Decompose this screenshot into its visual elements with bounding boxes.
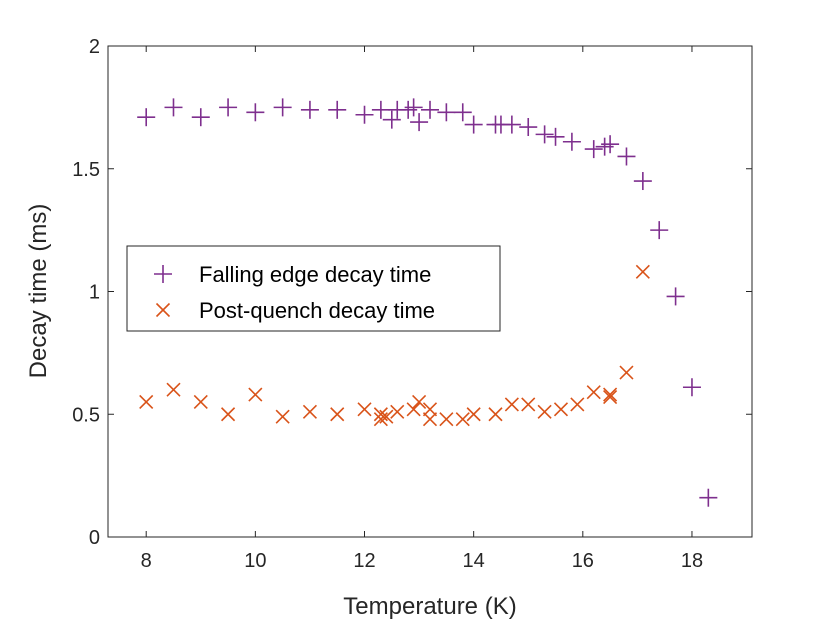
data-point-falling-edge — [410, 113, 429, 132]
legend-marker-x — [155, 302, 171, 318]
data-point-post-quench — [139, 394, 154, 410]
data-point-post-quench — [537, 404, 552, 419]
data-point-falling-edge — [617, 147, 636, 166]
data-point-falling-edge — [464, 115, 483, 134]
y-tick-label: 0 — [89, 527, 100, 549]
plot-frame — [107, 45, 753, 538]
data-point-post-quench — [379, 409, 394, 424]
data-point-falling-edge — [382, 110, 401, 129]
data-point-post-quench — [275, 409, 290, 424]
axis-ticks: 8 10 12 14 16 18 0 0.5 1 1.5 2 — [72, 36, 752, 572]
data-point-post-quench — [603, 389, 618, 405]
data-point-falling-edge — [535, 125, 554, 144]
y-tick-label: 1 — [89, 282, 100, 304]
data-point-post-quench — [504, 397, 519, 412]
data-point-post-quench — [193, 394, 208, 410]
legend: Falling edge decay time Post-quench deca… — [126, 245, 501, 332]
data-point-falling-edge — [584, 140, 603, 159]
data-point-falling-edge — [371, 100, 390, 119]
data-point-post-quench — [635, 264, 650, 279]
data-point-falling-edge — [601, 135, 620, 154]
x-tick-label: 16 — [572, 550, 594, 572]
data-point-falling-edge — [404, 98, 423, 117]
data-point-falling-edge — [519, 118, 538, 137]
data-point-falling-edge — [219, 98, 238, 117]
legend-x-symbol — [155, 302, 171, 318]
x-tick-label: 10 — [244, 550, 266, 572]
data-point-post-quench — [357, 402, 372, 417]
data-point-post-quench — [603, 387, 618, 402]
data-point-post-quench — [412, 394, 427, 410]
x-tick-label: 8 — [141, 550, 152, 572]
data-point-post-quench — [553, 402, 569, 417]
data-point-falling-edge — [355, 105, 374, 124]
data-point-post-quench — [570, 397, 585, 412]
data-point-falling-edge — [562, 132, 581, 151]
data-point-falling-edge — [666, 287, 685, 306]
x-tick-label: 18 — [681, 550, 703, 572]
data-point-post-quench — [488, 407, 503, 422]
data-point-falling-edge — [502, 115, 521, 134]
data-point-falling-edge — [137, 108, 156, 127]
x-axis-label: Temperature (K) — [343, 593, 516, 620]
y-axis-label: Decay time (ms) — [25, 204, 52, 379]
x-tick-label: 12 — [353, 550, 375, 572]
x-tick-label: 14 — [463, 550, 485, 572]
data-point-post-quench — [619, 365, 634, 380]
y-tick-label: 2 — [89, 36, 100, 58]
data-point-post-quench — [455, 412, 470, 427]
data-point-post-quench — [406, 402, 421, 417]
data-point-falling-edge — [164, 98, 183, 117]
data-point-falling-edge — [246, 103, 265, 122]
data-point-falling-edge — [328, 100, 347, 119]
data-point-post-quench — [521, 397, 536, 412]
legend-box — [126, 245, 501, 332]
data-point-falling-edge — [300, 100, 319, 119]
data-point-post-quench — [330, 407, 345, 422]
data-point-falling-edge — [421, 100, 439, 119]
data-point-post-quench — [248, 387, 263, 402]
data-point-post-quench — [466, 407, 481, 422]
y-tick-label: 1.5 — [72, 159, 100, 181]
data-point-post-quench — [390, 404, 405, 419]
data-point-falling-edge — [650, 221, 669, 240]
y-tick-label: 0.5 — [72, 404, 100, 426]
data-point-falling-edge — [633, 172, 652, 191]
data-marks — [137, 98, 718, 507]
data-point-falling-edge — [437, 103, 456, 122]
data-point-post-quench — [302, 404, 317, 419]
data-point-falling-edge — [546, 127, 565, 146]
data-point-falling-edge — [191, 108, 210, 127]
data-point-post-quench — [221, 407, 236, 422]
data-point-falling-edge — [682, 378, 701, 397]
data-point-post-quench — [586, 385, 601, 400]
legend-marker-plus — [154, 265, 172, 283]
data-point-falling-edge — [453, 103, 472, 122]
legend-label-postquench: Post-quench decay time — [199, 298, 435, 323]
legend-label-falling: Falling edge decay time — [199, 262, 431, 287]
legend-plus-symbol — [154, 265, 172, 283]
data-point-post-quench — [439, 412, 454, 427]
data-point-falling-edge — [273, 98, 292, 117]
data-point-falling-edge — [699, 488, 718, 507]
data-point-post-quench — [166, 382, 181, 397]
data-point-post-quench — [422, 402, 438, 417]
data-point-post-quench — [422, 412, 438, 427]
